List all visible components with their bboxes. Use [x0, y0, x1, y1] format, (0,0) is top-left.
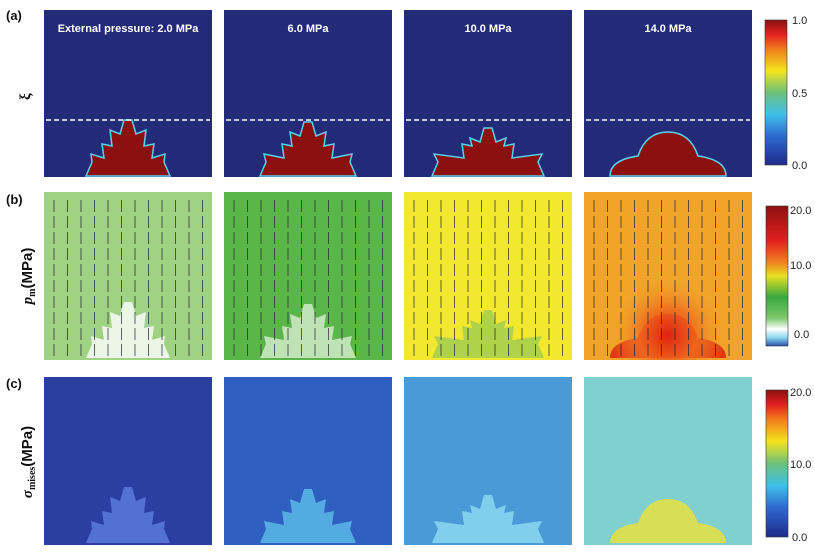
row-label-a: (a)	[6, 8, 22, 23]
colorbar-pm	[765, 205, 789, 347]
dendrite-pressure-region	[432, 310, 544, 358]
colorbar-xi-min: 0.0	[792, 160, 807, 172]
colorbar-mises-max: 20.0	[790, 387, 811, 399]
y-label-pm: pm(MPa)	[19, 248, 38, 307]
column-title: 14.0 MPa	[644, 23, 692, 35]
dendrite-shape	[609, 131, 727, 177]
pressure-hotspot	[584, 192, 752, 360]
y-label-mises: σmises(MPa)	[19, 426, 38, 498]
dendrite-stress-region	[260, 489, 356, 543]
dendrite-pressure-region	[86, 302, 170, 358]
column-title: 6.0 MPa	[288, 23, 330, 35]
colorbar-pm-max: 20.0	[790, 205, 811, 217]
dendrite-stress-region	[432, 495, 544, 543]
colorbar-mises-mid: 10.0	[790, 459, 811, 471]
colorbar-xi-max: 1.0	[792, 15, 807, 27]
row-label-b: (b)	[6, 192, 23, 207]
column-title: External pressure: 2.0 MPa	[58, 23, 200, 35]
dendrite-shape	[84, 119, 172, 177]
dendrite-stress-region	[86, 487, 170, 543]
colorbar-pm-mid: 10.0	[790, 260, 811, 272]
column-title: 10.0 MPa	[464, 23, 512, 35]
y-label-xi: ξ	[18, 93, 34, 100]
dendrite-stress-region	[610, 499, 726, 543]
row-label-c: (c)	[6, 376, 22, 391]
colorbar-pm-min: 0.0	[794, 329, 809, 341]
dendrite-shape	[258, 121, 358, 177]
dendrite-pressure-region	[260, 304, 356, 358]
colorbar-xi	[764, 19, 788, 166]
dendrite-shape	[430, 127, 546, 177]
colorbar-mises-min: 0.0	[792, 532, 807, 544]
colorbar-mises	[765, 389, 789, 538]
colorbar-xi-mid: 0.5	[792, 88, 807, 100]
